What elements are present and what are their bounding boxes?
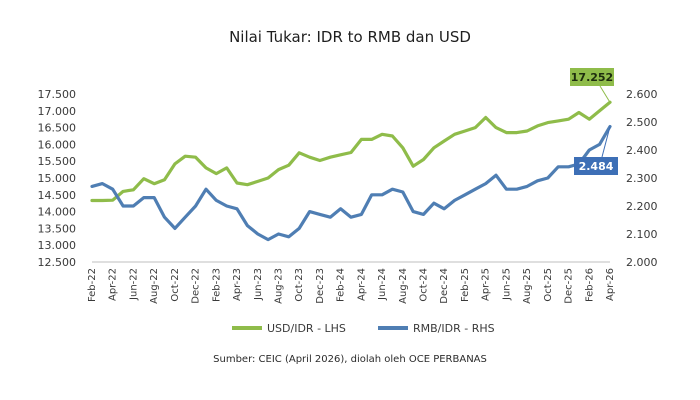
left-tick-label: 16.000 — [38, 138, 77, 151]
right-tick-label: 2.300 — [626, 172, 658, 185]
x-tick-label: Feb-23 — [211, 268, 222, 302]
x-tick-label: Oct-23 — [294, 268, 305, 302]
right-tick-label: 2.200 — [626, 200, 658, 213]
left-axis: 12.500 13.000 13.500 14.000 14.500 15.000 15.5… — [38, 88, 77, 269]
right-tick-label: 2.000 — [626, 256, 658, 269]
rmb-callout-leader — [601, 126, 611, 158]
left-tick-label: 13.000 — [38, 239, 77, 252]
left-tick-label: 12.500 — [38, 256, 77, 269]
x-tick-label: Dec-25 — [564, 268, 575, 304]
usd-callout-box — [570, 68, 614, 86]
left-tick-label: 15.000 — [38, 172, 77, 185]
left-tick-label: 15.500 — [38, 155, 77, 168]
right-tick-label: 2.600 — [626, 88, 658, 101]
x-tick-label: Dec-24 — [439, 268, 450, 304]
x-tick-label: Feb-26 — [584, 268, 595, 302]
x-tick-label: Oct-24 — [419, 268, 430, 302]
legend: USD/IDR - LHS RMB/IDR - RHS — [232, 322, 495, 335]
usd-callout-leader — [599, 85, 611, 103]
right-tick-label: 2.400 — [626, 144, 658, 157]
x-tick-label: Jun-23 — [253, 268, 264, 301]
x-tick-label: Apr-22 — [108, 268, 119, 301]
chart-source: Sumber: CEIC (April 2026), diolah oleh O… — [213, 354, 487, 365]
x-tick-label: Apr-25 — [481, 268, 492, 301]
rmb-callout-box — [574, 157, 618, 175]
right-tick-label: 2.500 — [626, 116, 658, 129]
right-axis: 2.000 2.100 2.200 2.300 2.400 2.500 2.600 — [626, 88, 658, 269]
legend-label-rmb: RMB/IDR - RHS — [413, 322, 495, 335]
x-axis: Feb-22 Apr-22 Jun-22 Aug-22 Oct-22 Dec-22 Feb-… — [87, 268, 616, 304]
left-tick-label: 17.000 — [38, 105, 77, 118]
x-tick-label: Apr-24 — [356, 268, 367, 301]
x-tick-label: Aug-22 — [149, 268, 160, 304]
x-tick-label: Aug-24 — [398, 268, 409, 304]
right-tick-label: 2.100 — [626, 228, 658, 241]
x-tick-label: Feb-24 — [336, 268, 347, 302]
x-tick-label: Oct-22 — [170, 268, 181, 302]
x-tick-label: Apr-26 — [605, 268, 616, 301]
x-tick-label: Jun-25 — [501, 268, 512, 301]
x-tick-label: Dec-23 — [315, 268, 326, 304]
callouts: 17.252 2.484 — [570, 68, 618, 175]
x-tick-label: Dec-22 — [191, 268, 202, 304]
left-tick-label: 17.500 — [38, 88, 77, 101]
left-tick-label: 16.500 — [38, 122, 77, 135]
x-tick-label: Aug-23 — [273, 268, 284, 304]
legend-label-usd: USD/IDR - LHS — [267, 322, 346, 335]
left-tick-label: 13.500 — [38, 222, 77, 235]
rmb-idr-line — [90, 124, 612, 242]
x-tick-label: Jun-22 — [128, 268, 139, 301]
x-tick-label: Feb-25 — [460, 268, 471, 302]
chart-title: Nilai Tukar: IDR to RMB dan USD — [229, 28, 471, 46]
x-tick-label: Oct-25 — [543, 268, 554, 302]
series-lines — [90, 100, 612, 242]
rmb-callout-label: 2.484 — [579, 160, 614, 173]
x-tick-label: Aug-25 — [522, 268, 533, 304]
usd-callout-label: 17.252 — [571, 71, 613, 84]
left-tick-label: 14.500 — [38, 189, 77, 202]
x-tick-label: Jun-24 — [377, 268, 388, 301]
x-tick-label: Apr-23 — [232, 268, 243, 301]
usd-idr-line — [90, 100, 612, 203]
left-tick-label: 14.000 — [38, 206, 77, 219]
x-tick-label: Feb-22 — [87, 268, 98, 302]
